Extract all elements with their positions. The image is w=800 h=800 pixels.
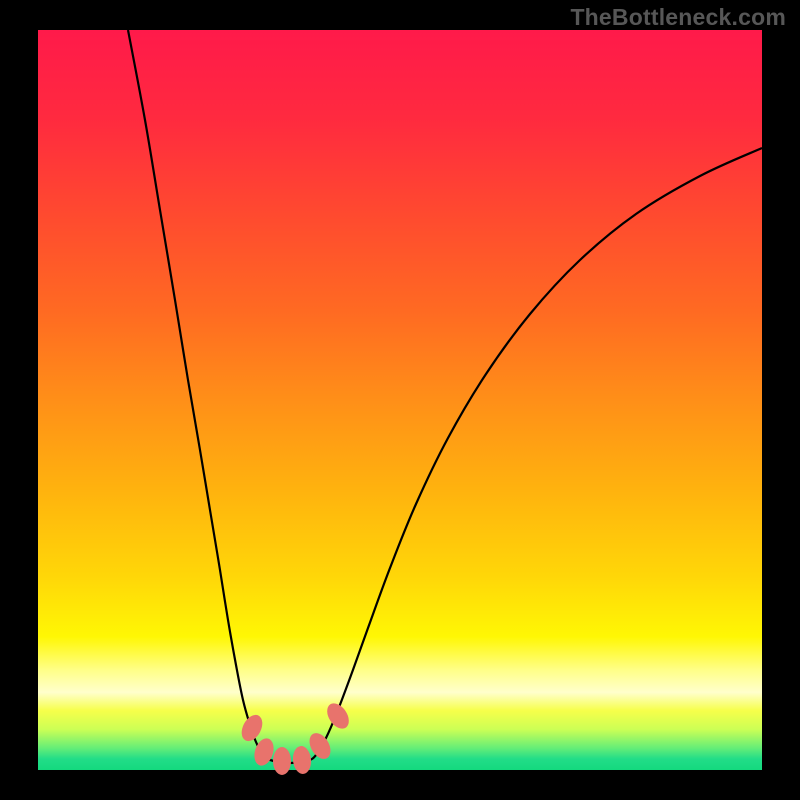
chart-background: [38, 30, 762, 770]
watermark-text: TheBottleneck.com: [570, 4, 786, 31]
curve-marker: [273, 747, 291, 775]
bottleneck-chart: [0, 0, 800, 800]
